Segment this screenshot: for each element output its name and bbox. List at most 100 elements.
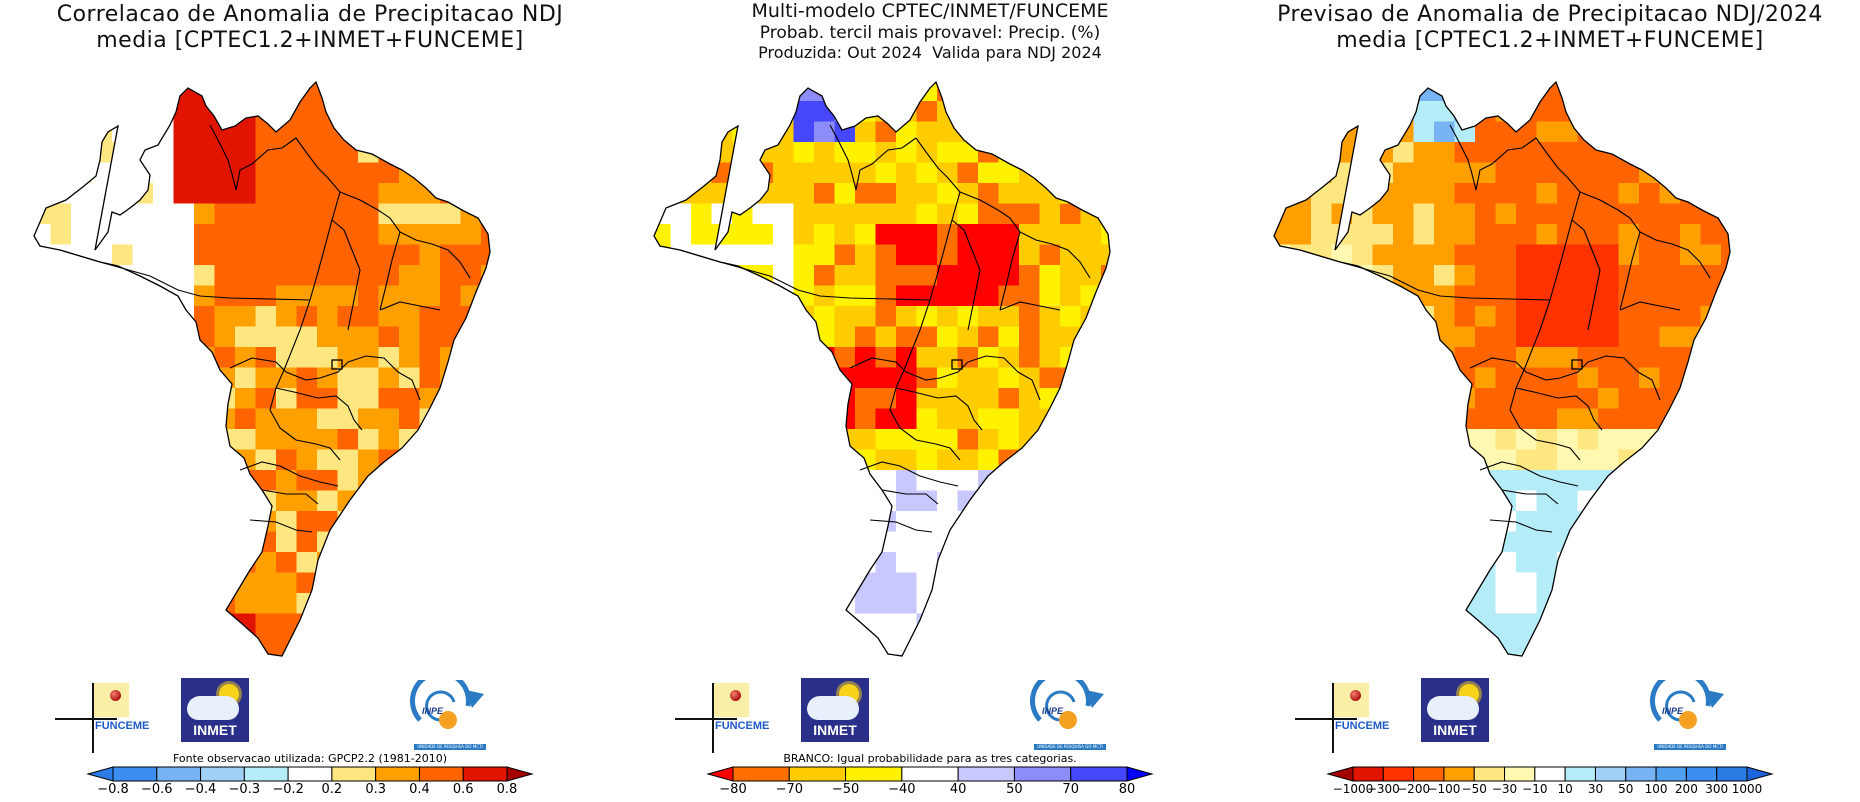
grid-cell: [1536, 490, 1558, 512]
grid-cell: [235, 82, 257, 102]
state-border: [889, 409, 961, 461]
grid-cell: [670, 203, 692, 225]
grid-cell: [916, 285, 938, 307]
grid-cell: [752, 408, 774, 430]
grid-cell: [132, 306, 154, 328]
grid-cell: [133, 60, 154, 81]
grid-cell: [255, 183, 277, 205]
grid-cell: [1475, 162, 1497, 184]
grid-cell: [732, 162, 754, 184]
grid-cell: [1101, 634, 1110, 656]
grid-cell: [1680, 531, 1702, 553]
grid-cell: [875, 244, 897, 266]
grid-cell: [50, 511, 72, 533]
grid-cell: [1598, 449, 1620, 471]
grid-cell: [875, 347, 897, 369]
grid-cell: [1393, 449, 1415, 471]
grid-cell: [173, 142, 195, 164]
grid-cell: [91, 572, 113, 594]
grid-cell: [1039, 224, 1061, 246]
grid-cell: [1618, 162, 1640, 184]
grid-cell: [1331, 121, 1353, 143]
grid-cell: [1060, 593, 1082, 615]
grid-cell: [1019, 101, 1041, 123]
grid-cell: [916, 101, 938, 123]
grid-cell: [440, 531, 462, 553]
grid-cell: [711, 511, 733, 533]
grid-cell: [1080, 347, 1102, 369]
grid-cell: [358, 162, 380, 184]
grid-cell: [1372, 593, 1394, 615]
grid-cell: [337, 183, 359, 205]
grid-cell: [855, 142, 877, 164]
grid-cell: [1516, 490, 1538, 512]
grid-cell: [752, 347, 774, 369]
grid-cell: [957, 203, 979, 225]
cloud-icon: [1427, 696, 1479, 720]
grid-cell: [276, 347, 298, 369]
grid-cell: [378, 224, 400, 246]
grid-cell: [1311, 429, 1333, 451]
grid-cell: [132, 183, 154, 205]
grid-cell: [1290, 572, 1312, 594]
brazil-map: [653, 60, 1111, 657]
grid-cell: [1290, 265, 1312, 287]
grid-cell: [1060, 101, 1082, 123]
grid-cell: [1680, 224, 1702, 246]
grid-cell: [235, 634, 257, 656]
grid-cell: [255, 285, 277, 307]
grid-cell: [34, 142, 52, 164]
grid-cell: [998, 347, 1020, 369]
grid-cell: [732, 82, 754, 102]
grid-cell: [1393, 367, 1415, 389]
grid-cell: [1516, 244, 1538, 266]
grid-cell: [1039, 490, 1061, 512]
grid-cell: [1413, 593, 1435, 615]
grid-cell: [276, 285, 298, 307]
grid-cell: [752, 265, 774, 287]
grid-cell: [173, 490, 195, 512]
grid-cell: [875, 408, 897, 430]
grid-cell: [1659, 593, 1681, 615]
grid-cell: [711, 347, 733, 369]
grid-cell: [937, 183, 959, 205]
grid-cell: [957, 531, 979, 553]
grid-cell: [1290, 244, 1312, 266]
grid-cell: [91, 82, 113, 102]
grid-cell: [834, 470, 856, 492]
grid-cell: [1577, 449, 1599, 471]
grid-cell: [793, 326, 815, 348]
grid-cell: [814, 82, 836, 102]
panel-title-line-1: Multi-modelo CPTEC/INMET/FUNCEME: [751, 0, 1109, 22]
grid-cell: [732, 490, 754, 512]
grid-cell: [1274, 306, 1292, 328]
grid-cell: [1700, 531, 1722, 553]
grid-cell: [112, 60, 133, 81]
grid-cell: [1557, 162, 1579, 184]
grid-cell: [461, 60, 482, 81]
grid-cell: [1639, 101, 1661, 123]
grid-cell: [793, 572, 815, 594]
state-border: [347, 355, 421, 401]
grid-cell: [1516, 531, 1538, 553]
grid-cell: [957, 101, 979, 123]
grid-cell: [481, 101, 490, 123]
grid-cell: [875, 613, 897, 635]
grid-cell: [173, 367, 195, 389]
grid-cell: [153, 347, 175, 369]
grid-cell: [276, 162, 298, 184]
grid-cell: [1536, 531, 1558, 553]
panel-title-line-2: media [CPTEC1.2+INMET+FUNCEME]: [96, 28, 524, 53]
grid-cell: [670, 613, 692, 635]
grid-cell: [834, 265, 856, 287]
grid-cell: [214, 470, 236, 492]
grid-cell: [1721, 244, 1730, 266]
grid-cell: [896, 347, 918, 369]
grid-cell: [875, 82, 897, 102]
grid-cell: [399, 634, 421, 656]
grid-cell: [419, 634, 441, 656]
grid-cell: [753, 60, 774, 81]
state-border: [339, 191, 401, 311]
grid-cell: [296, 429, 318, 451]
grid-cell: [834, 183, 856, 205]
